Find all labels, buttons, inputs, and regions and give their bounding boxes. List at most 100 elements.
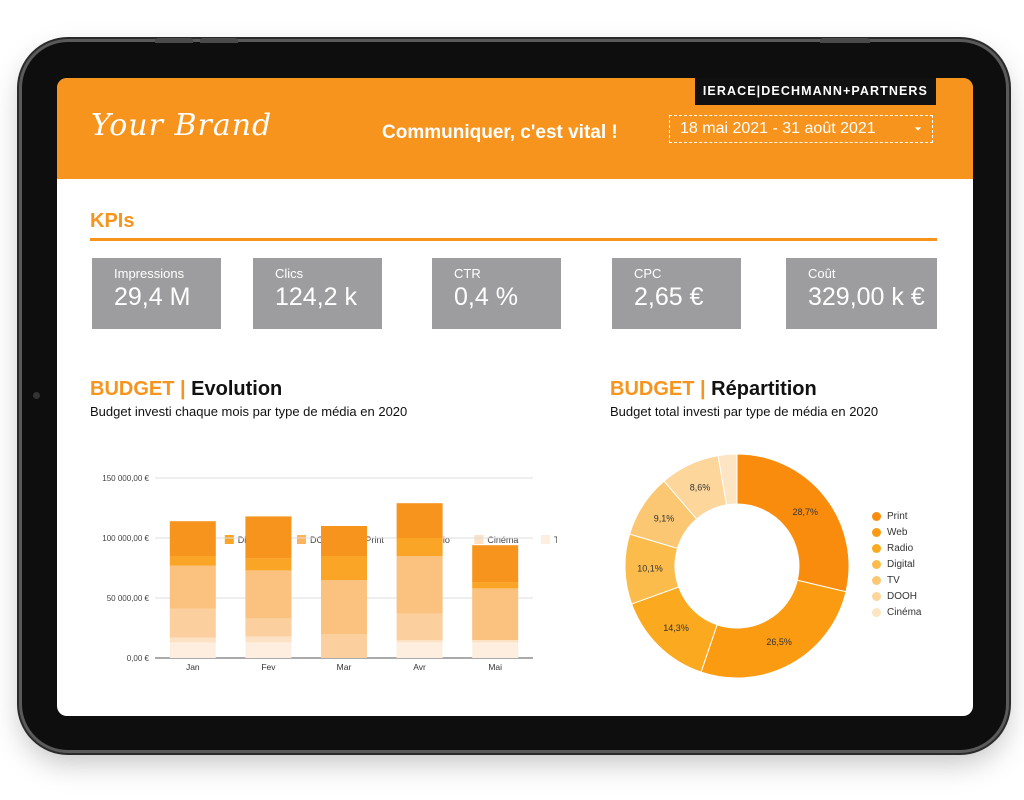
dashboard-screen: IERACE|DECHMANN+PARTNERS Your Brand Comm…	[57, 78, 973, 716]
bar-segment-avr-digital	[396, 538, 443, 556]
tablet-volume-button	[155, 38, 193, 43]
legend-label: TV	[554, 535, 557, 545]
heading-main: Répartition	[711, 378, 817, 400]
bar-segment-mar-digital	[321, 556, 367, 580]
bar-segment-jan-print	[169, 565, 216, 609]
donut-legend-item-print: Print	[872, 508, 921, 524]
kpi-card-ctr: CTR 0,4 %	[432, 258, 561, 329]
y-tick-label: 100 000,00 €	[102, 534, 149, 543]
legend-label: Cinéma	[487, 535, 518, 545]
legend-swatch-tv	[541, 535, 550, 544]
bar-segment-avr-tv	[396, 642, 443, 658]
brand-logo: Your Brand	[91, 108, 273, 143]
bar-segment-avr-radio	[396, 613, 443, 640]
kpi-card-cout: Coût 329,00 k €	[786, 258, 937, 329]
bar-segment-fev-radio	[245, 618, 292, 637]
donut-legend-item-cinéma: Cinéma	[872, 604, 921, 620]
chevron-down-icon	[914, 127, 922, 131]
heading-accent: BUDGET |	[90, 378, 186, 400]
kpi-label: Clics	[275, 266, 304, 281]
kpi-value: 0,4 %	[454, 283, 518, 311]
legend-swatch-digital	[224, 535, 234, 544]
legend-dot	[872, 559, 881, 569]
kpis-divider	[90, 238, 937, 241]
bar-segment-avr-cinéma	[396, 640, 443, 643]
bar-segment-mai-cinéma	[472, 640, 519, 643]
donut-legend-item-tv: TV	[872, 572, 921, 588]
donut-slice-label: 14,3%	[663, 623, 689, 633]
donut-slice-label: 28,7%	[792, 507, 818, 517]
donut-slice-print	[736, 453, 850, 593]
donut-slice-label: 10,1%	[637, 563, 663, 573]
kpi-card-cpc: CPC 2,65 €	[612, 258, 741, 329]
bar-segment-avr-print	[396, 556, 443, 614]
budget-repartition-donut: 28,7% 26,5% 14,3% 10,1% 9,1% 8,6%	[624, 453, 850, 679]
donut-legend-item-dooh: DOOH	[872, 588, 921, 604]
donut-slice-label: 9,1%	[654, 514, 675, 524]
kpi-card-impressions: Impressions 29,4 M	[92, 258, 221, 329]
bar-segment-fev-print	[245, 570, 292, 619]
legend-swatch-dooh	[297, 535, 306, 544]
agency-logo: IERACE|DECHMANN+PARTNERS	[694, 78, 936, 105]
kpi-label: Coût	[808, 266, 836, 281]
heading-accent: BUDGET |	[610, 378, 706, 400]
donut-slice-web	[700, 579, 847, 679]
budget-evolution-chart: WebDigitalDOOHPrintRadioCinémaTV0,00 €50…	[102, 474, 557, 672]
bar-segment-fev-tv	[245, 642, 292, 658]
legend-label: Radio	[887, 542, 914, 554]
legend-label: Digital	[887, 558, 915, 570]
heading-main: Evolution	[191, 378, 283, 400]
kpi-value: 2,65 €	[634, 283, 704, 311]
donut-slice-label: 26,5%	[766, 637, 792, 647]
legend-label: Print	[887, 510, 908, 522]
bar-segment-jan-web	[169, 521, 216, 556]
donut-legend-item-web: Web	[872, 524, 921, 540]
x-tick-label: Mai	[488, 662, 502, 672]
bar-segment-mar-print	[321, 580, 367, 634]
bar-segment-fev-web	[245, 516, 292, 559]
legend-label: Cinéma	[887, 606, 922, 618]
legend-dot	[872, 575, 881, 585]
kpi-label: CTR	[454, 266, 481, 281]
donut-legend-item-radio: Radio	[872, 540, 921, 556]
legend-dot	[872, 543, 881, 553]
x-tick-label: Mar	[337, 662, 352, 672]
dashboard-tagline: Communiquer, c'est vital !	[382, 122, 618, 143]
legend-label: Print	[365, 535, 384, 545]
donut-legend: Print Web Radio Digital TV DOOH Cinéma	[872, 508, 921, 620]
legend-label: Web	[887, 526, 908, 538]
bar-segment-mai-tv	[472, 642, 519, 658]
legend-dot	[872, 591, 881, 601]
legend-label: DOOH	[887, 590, 917, 602]
bar-segment-jan-tv	[169, 642, 216, 658]
bar-segment-mar-web	[321, 526, 367, 556]
budget-evolution-heading: BUDGET | Evolution	[90, 378, 282, 401]
y-tick-label: 50 000,00 €	[107, 594, 150, 603]
bar-segment-mai-print	[472, 588, 519, 640]
tablet-power-button	[820, 38, 870, 43]
date-range-selector[interactable]: 18 mai 2021 - 31 août 2021	[669, 115, 933, 143]
tablet-camera	[33, 392, 40, 399]
kpi-card-clics: Clics 124,2 k	[253, 258, 382, 329]
kpi-value: 29,4 M	[114, 283, 191, 311]
bar-segment-mar-radio	[321, 634, 367, 658]
donut-slice-cinéma	[717, 453, 738, 506]
bar-segment-fev-digital	[245, 558, 292, 571]
donut-legend-item-digital: Digital	[872, 556, 921, 572]
bar-segment-jan-cinéma	[169, 637, 216, 643]
y-tick-label: 0,00 €	[127, 654, 150, 663]
bar-segment-jan-radio	[169, 608, 216, 638]
kpi-label: Impressions	[114, 266, 185, 281]
budget-evolution-subtitle: Budget investi chaque mois par type de m…	[90, 404, 408, 419]
legend-label: TV	[887, 574, 900, 586]
budget-repartition-heading: BUDGET | Répartition	[610, 378, 817, 401]
legend-dot	[872, 607, 881, 617]
legend-swatch-cinéma	[474, 535, 484, 544]
kpi-value: 124,2 k	[275, 283, 358, 311]
date-range-value: 18 mai 2021 - 31 août 2021	[680, 120, 876, 137]
x-tick-label: Fev	[261, 662, 276, 672]
bar-segment-fev-cinéma	[245, 636, 292, 643]
x-tick-label: Avr	[413, 662, 426, 672]
kpi-label: CPC	[634, 266, 662, 281]
tablet-volume-button-2	[200, 38, 238, 43]
